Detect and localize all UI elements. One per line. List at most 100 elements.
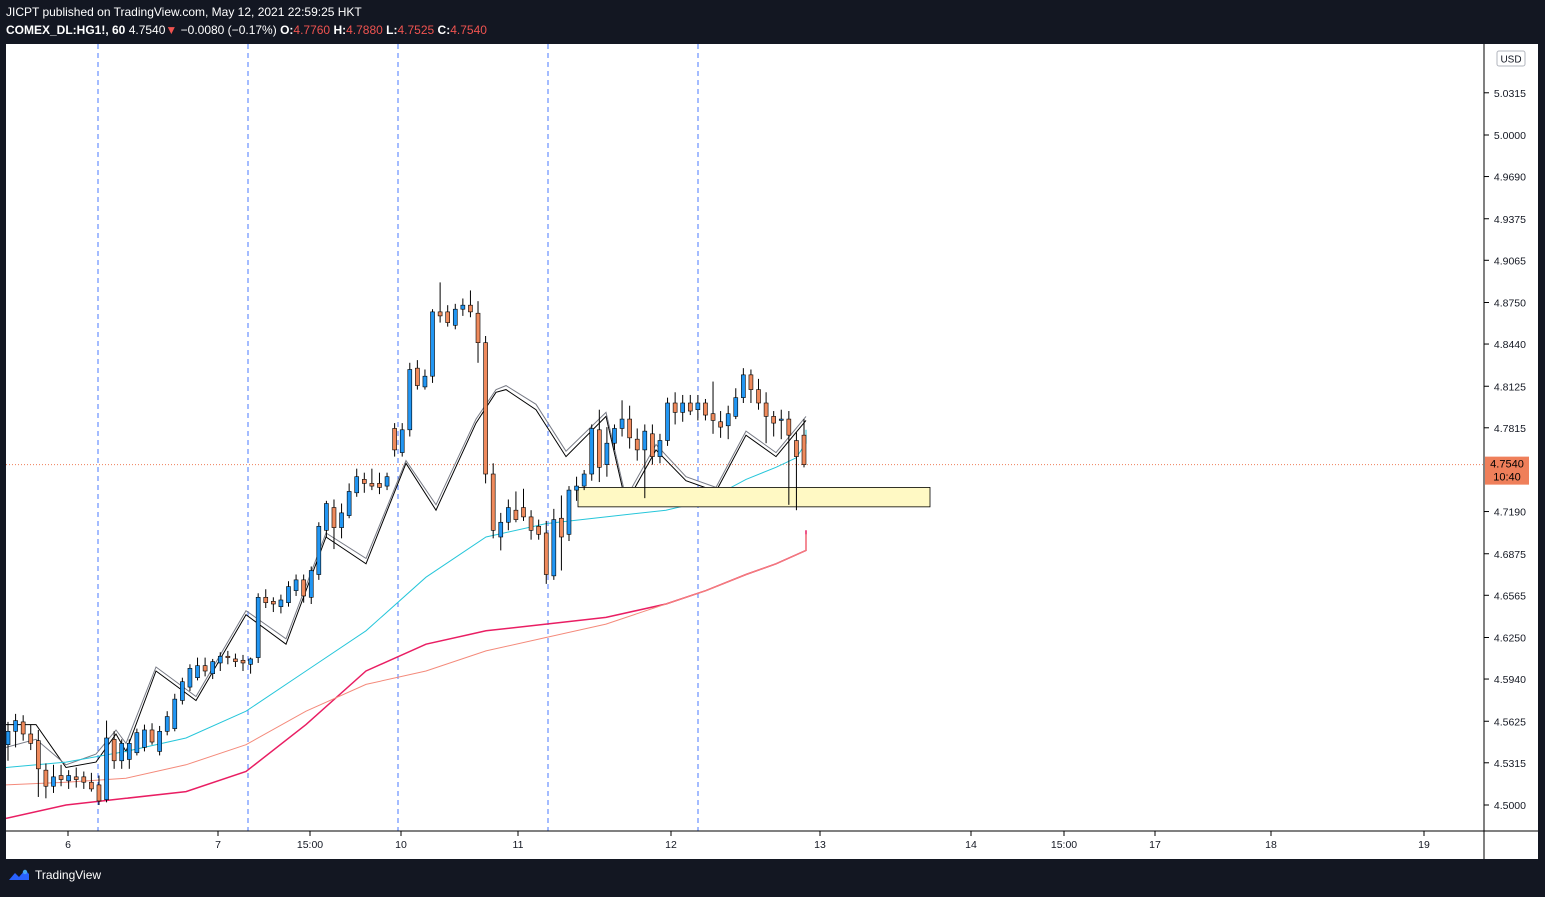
candle[interactable] xyxy=(574,476,579,501)
candle[interactable] xyxy=(5,721,11,761)
candle[interactable] xyxy=(286,581,291,607)
candle[interactable] xyxy=(119,739,125,769)
candle[interactable] xyxy=(407,362,413,437)
candle[interactable] xyxy=(695,394,701,421)
candle[interactable] xyxy=(460,298,466,316)
candle[interactable] xyxy=(634,428,640,461)
candle[interactable] xyxy=(58,764,64,787)
candle[interactable] xyxy=(756,378,761,410)
candle[interactable] xyxy=(506,499,511,531)
candle[interactable] xyxy=(627,405,632,449)
candle[interactable] xyxy=(718,411,723,438)
candle[interactable] xyxy=(468,290,473,318)
candle[interactable] xyxy=(195,657,200,681)
candle[interactable] xyxy=(786,411,792,505)
candle[interactable] xyxy=(483,336,488,484)
candle[interactable] xyxy=(748,369,754,404)
candle[interactable] xyxy=(187,664,193,692)
candle[interactable] xyxy=(543,520,549,584)
candle[interactable] xyxy=(437,282,443,323)
candle[interactable] xyxy=(566,486,572,542)
candle[interactable] xyxy=(687,394,693,416)
support-zone[interactable] xyxy=(577,487,931,508)
candle[interactable] xyxy=(331,499,337,550)
candle[interactable] xyxy=(604,427,610,477)
candle[interactable] xyxy=(66,770,71,789)
candle[interactable] xyxy=(521,488,526,521)
candle[interactable] xyxy=(528,510,534,540)
candle[interactable] xyxy=(733,388,739,420)
candle[interactable] xyxy=(490,463,496,539)
candle[interactable] xyxy=(225,650,231,665)
candle[interactable] xyxy=(703,398,708,421)
candle[interactable] xyxy=(248,657,253,674)
candle[interactable] xyxy=(233,653,238,667)
candle[interactable] xyxy=(13,713,18,748)
candle[interactable] xyxy=(551,508,557,580)
candle[interactable] xyxy=(271,597,276,613)
candle[interactable] xyxy=(384,472,390,491)
candle[interactable] xyxy=(778,409,784,440)
candle[interactable] xyxy=(81,771,87,789)
candle[interactable] xyxy=(422,369,428,390)
candle[interactable] xyxy=(680,394,686,422)
candle[interactable] xyxy=(149,723,155,745)
candle[interactable] xyxy=(96,775,102,805)
candle[interactable] xyxy=(36,729,41,797)
candle[interactable] xyxy=(430,309,435,383)
candle[interactable] xyxy=(293,574,299,596)
candle[interactable] xyxy=(89,772,94,792)
candle[interactable] xyxy=(741,368,746,403)
candle[interactable] xyxy=(346,483,352,519)
candle[interactable] xyxy=(278,594,284,614)
currency-badge[interactable]: USD xyxy=(1496,50,1526,67)
candle[interactable] xyxy=(217,652,223,671)
candle[interactable] xyxy=(771,411,776,437)
candle[interactable] xyxy=(202,657,208,677)
candle[interactable] xyxy=(377,472,382,495)
candle[interactable] xyxy=(324,500,329,537)
candle[interactable] xyxy=(308,566,314,604)
candle[interactable] xyxy=(180,677,185,705)
candle[interactable] xyxy=(73,767,79,788)
candle[interactable] xyxy=(142,724,147,752)
candle[interactable] xyxy=(589,424,595,481)
candle[interactable] xyxy=(619,400,625,437)
price-chart[interactable]: 5.0315 5.0000 4.9690 4.9375 4.9065 4.8750 4.84… xyxy=(5,44,1538,859)
candle[interactable] xyxy=(725,405,731,440)
candle[interactable] xyxy=(597,409,602,483)
candle[interactable] xyxy=(43,763,49,799)
candle[interactable] xyxy=(301,574,306,603)
candle[interactable] xyxy=(399,423,405,457)
candle[interactable] xyxy=(20,715,26,741)
candle[interactable] xyxy=(339,503,344,539)
candle[interactable] xyxy=(240,654,246,671)
candle[interactable] xyxy=(710,381,716,434)
candle[interactable] xyxy=(801,419,807,468)
candle[interactable] xyxy=(536,519,541,540)
candle[interactable] xyxy=(157,725,162,756)
candle[interactable] xyxy=(392,423,397,457)
candle[interactable] xyxy=(763,392,769,444)
candle[interactable] xyxy=(415,360,420,390)
candle[interactable] xyxy=(559,495,564,571)
candle[interactable] xyxy=(452,303,458,330)
candle[interactable] xyxy=(513,491,519,523)
candle[interactable] xyxy=(111,731,117,769)
candle[interactable] xyxy=(665,397,670,446)
candle[interactable] xyxy=(51,764,56,793)
candle[interactable] xyxy=(134,728,140,756)
candle[interactable] xyxy=(642,424,648,499)
candle[interactable] xyxy=(263,589,269,609)
candle[interactable] xyxy=(126,739,132,769)
candle[interactable] xyxy=(104,720,109,803)
candle[interactable] xyxy=(164,711,170,736)
candle[interactable] xyxy=(475,301,481,363)
candle[interactable] xyxy=(362,472,367,493)
chart-area[interactable]: 5.0315 5.0000 4.9690 4.9375 4.9065 4.8750 4.84… xyxy=(5,44,1538,859)
candle[interactable] xyxy=(354,468,360,497)
candle[interactable] xyxy=(498,512,504,551)
candle[interactable] xyxy=(316,522,322,580)
candle[interactable] xyxy=(445,305,450,327)
candle[interactable] xyxy=(172,693,178,732)
